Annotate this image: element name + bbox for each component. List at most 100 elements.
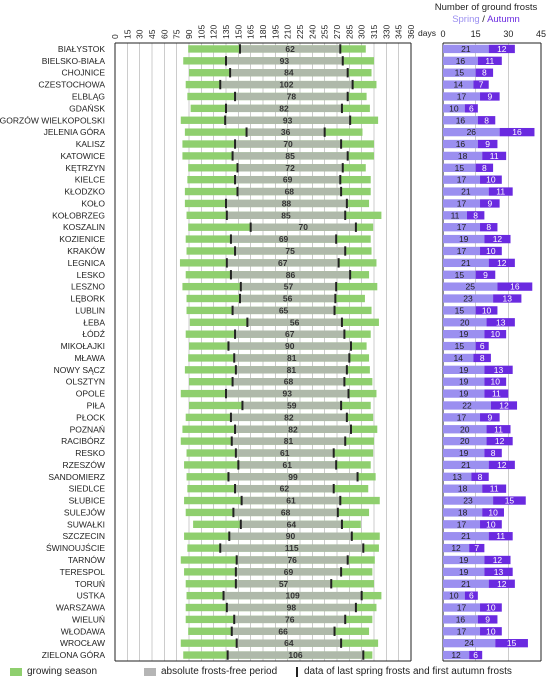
first-autumn-frost-tick (333, 626, 336, 636)
frost-free-bar (239, 294, 336, 303)
spring-frost-label: 25 (465, 282, 475, 292)
frost-free-bar (226, 389, 349, 398)
autumn-frost-label: 8 (486, 222, 491, 232)
station-label: KATOWICE (60, 151, 105, 161)
spring-frost-label: 17 (457, 519, 467, 529)
spring-frost-label: 16 (456, 139, 466, 149)
autumn-frost-bar (477, 56, 502, 65)
station-label: GDAŃSK (69, 103, 105, 113)
station-label: ELBLĄG (72, 91, 105, 101)
spring-frost-bar (443, 425, 487, 434)
autumn-frost-label: 12 (495, 436, 505, 446)
frost-free-bar (225, 116, 351, 124)
frost-free-bar (226, 603, 356, 612)
last-spring-frost-tick (225, 210, 228, 221)
autumn-frost-bar (484, 555, 511, 565)
autumn-frost-bar (486, 436, 513, 446)
station-label: LESKO (77, 270, 106, 280)
frost-free-bar (223, 591, 362, 600)
autumn-frost-bar (480, 175, 502, 184)
autumn-frost-label: 10 (486, 175, 496, 185)
spring-frost-label: 20 (460, 436, 470, 446)
spring-frost-bar (443, 567, 485, 577)
frost-free-days-label: 70 (283, 139, 293, 149)
autumn-frost-bar (464, 104, 478, 113)
last-spring-frost-tick (230, 626, 233, 636)
frost-free-days-label: 59 (287, 400, 297, 410)
spring-frost-bar (443, 306, 476, 315)
spring-frost-label: 15 (455, 305, 465, 315)
autumn-frost-label: 10 (491, 377, 501, 387)
station-label: PIŁA (87, 400, 106, 410)
frost-free-days-label: 86 (286, 270, 296, 280)
x-tick-label: 345 (394, 25, 404, 39)
spring-frost-label: 19 (459, 377, 469, 387)
first-autumn-frost-tick (340, 186, 343, 197)
last-spring-frost-tick (233, 614, 236, 625)
x-tick-label: 195 (270, 25, 280, 39)
x-tick-label: 240 (307, 25, 317, 39)
x-tick-label: 30 (135, 29, 145, 39)
station-label: KALISZ (76, 139, 105, 149)
last-spring-frost-tick (235, 555, 238, 565)
spring-frost-bar (443, 639, 496, 648)
spring-frost-bar (443, 127, 500, 137)
last-spring-frost-tick (225, 198, 227, 209)
frost-free-days-label: 67 (285, 329, 295, 339)
frost-free-days-label: 64 (287, 519, 297, 529)
spring-frost-label: 20 (460, 424, 470, 434)
spring-frost-bar (443, 401, 491, 410)
first-autumn-frost-tick (339, 44, 342, 54)
frost-free-days-label: 81 (287, 365, 297, 375)
station-label: GORZÓW WIELKOPOLSKI (0, 115, 105, 125)
last-spring-frost-tick (245, 127, 248, 137)
station-label: ŁEBA (83, 317, 105, 327)
frost-free-days-label: 93 (283, 389, 293, 399)
station-label: CZESTOCHOWA (38, 80, 105, 90)
frost-free-days-label: 93 (283, 115, 293, 125)
frost-free-bar (235, 425, 351, 433)
station-label: KOŁO (81, 198, 105, 208)
autumn-frost-label: 9 (483, 270, 488, 280)
spring-frost-bar (443, 44, 489, 54)
autumn-frost-bar (477, 116, 496, 125)
autumn-frost-bar (482, 508, 504, 517)
spring-frost-label: 19 (459, 329, 469, 339)
x-tick-label: 210 (283, 25, 293, 39)
frost-free-days-label: 88 (282, 198, 292, 208)
last-spring-frost-tick (227, 341, 230, 351)
first-autumn-frost-tick (323, 127, 326, 137)
autumn-frost-label: 10 (488, 507, 498, 517)
frost-free-bar (239, 45, 341, 53)
frost-free-days-label: 61 (286, 496, 296, 506)
frost-free-days-label: 66 (278, 626, 288, 636)
autumn-frost-label: 8 (482, 68, 487, 78)
station-label: KŁODZKO (64, 187, 105, 197)
autumn-frost-bar (499, 127, 535, 137)
spring-frost-bar (443, 460, 489, 470)
days-axis-label: days (418, 28, 436, 38)
spring-frost-bar (443, 318, 487, 327)
spring-frost-bar (443, 211, 467, 220)
first-autumn-frost-tick (344, 436, 347, 446)
station-label: TARNÓW (68, 555, 105, 565)
autumn-frost-bar (488, 258, 515, 268)
autumn-frost-label: 8 (478, 472, 483, 482)
station-label: POZNAŃ (70, 424, 105, 434)
station-label: NOWY SĄCZ (54, 365, 105, 375)
frost-free-days-label: 93 (280, 56, 290, 66)
autumn-frost-label: 16 (510, 282, 520, 292)
last-spring-frost-tick (219, 79, 222, 90)
autumn-frost-label: 10 (486, 626, 496, 636)
legend-growing-label: growing season (27, 666, 98, 677)
frost-free-bar (226, 211, 346, 220)
last-spring-frost-tick (225, 602, 228, 613)
first-autumn-frost-tick (354, 222, 357, 232)
spring-frost-bar (443, 330, 485, 339)
station-label: LUBLIN (75, 305, 105, 315)
frost-free-days-label: 65 (279, 305, 289, 315)
spring-frost-label: 19 (459, 389, 469, 399)
autumn-frost-bar (475, 270, 496, 279)
